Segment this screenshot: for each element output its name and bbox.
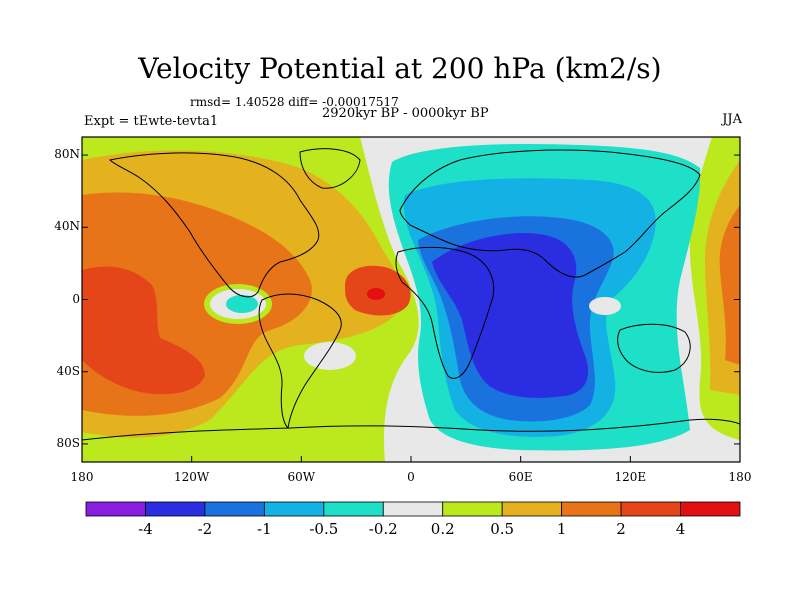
- positive-contour-far-east-1: [719, 205, 740, 365]
- coastlines: [82, 148, 740, 441]
- lon-tick-label: 0: [407, 470, 415, 484]
- colorbar-swatch: [263, 501, 325, 517]
- colorbar-label: -1: [257, 520, 272, 538]
- colorbar-swatch: [680, 501, 741, 517]
- coast-south-america: [258, 293, 342, 430]
- lon-tick-label: 180: [70, 470, 94, 484]
- colorbar-swatch: [145, 501, 206, 517]
- colorbar-label: -2: [197, 520, 213, 538]
- coast-australia: [617, 323, 691, 373]
- colorbar-swatch: [204, 501, 265, 517]
- positive-contour-4-atlantic: [367, 288, 385, 300]
- colorbar-swatch: [442, 501, 503, 517]
- negative-contour-east-pacific: [226, 295, 258, 313]
- coast-greenland: [299, 148, 361, 189]
- coast-antarctica: [82, 418, 740, 441]
- colorbar-swatch: [501, 501, 563, 517]
- lon-tick-label: 60W: [287, 470, 316, 484]
- colorbar-swatch: [323, 501, 384, 517]
- positive-contour-2-west: [82, 266, 205, 395]
- colorbar-label: -4: [138, 520, 153, 538]
- lat-tick-label: 80S: [56, 435, 81, 450]
- chart-title: Velocity Potential at 200 hPa (km2/s): [138, 52, 662, 85]
- colorbar-label: 4: [675, 520, 686, 538]
- colorbar-label: -0.5: [309, 520, 339, 538]
- season-label: JJA: [722, 112, 742, 127]
- lon-tick-label: 60E: [508, 470, 533, 484]
- lat-tick-label: 80N: [54, 147, 80, 162]
- colorbar-label: -0.2: [368, 520, 398, 538]
- experiment-label: Expt = tEwte-tevta1: [84, 114, 219, 129]
- colorbar-label: 1: [556, 520, 567, 538]
- lat-tick-label: 0: [72, 291, 80, 306]
- lat-tick-label: 40S: [56, 363, 81, 378]
- colorbar-swatch: [561, 501, 622, 517]
- stats-label: rmsd= 1.40528 diff= -0.00017517: [190, 95, 399, 109]
- contour-field: [82, 137, 740, 462]
- neutral-hole-west-pacific: [589, 297, 621, 315]
- tick-marks: [81, 154, 741, 462]
- colorbar-label: 0.2: [430, 520, 455, 538]
- colorbar-label: 0.5: [490, 520, 515, 538]
- coast-north-america: [108, 152, 320, 298]
- period-label: 2920kyr BP - 0000kyr BP: [322, 106, 489, 121]
- lon-tick-label: 180: [728, 470, 752, 484]
- lat-tick-label: 40N: [54, 219, 80, 234]
- neutral-hole-south-atlantic: [304, 342, 356, 370]
- colorbar: [85, 501, 741, 517]
- negative-contour-2: [432, 233, 589, 398]
- colorbar-label: 2: [616, 520, 626, 538]
- lon-tick-label: 120W: [174, 470, 210, 484]
- coast-africa: [395, 246, 495, 379]
- colorbar-swatch: [620, 501, 681, 517]
- colorbar-swatch: [382, 501, 444, 517]
- lon-tick-label: 120E: [614, 470, 647, 484]
- colorbar-swatch: [85, 501, 146, 517]
- coast-eurasia: [399, 149, 701, 278]
